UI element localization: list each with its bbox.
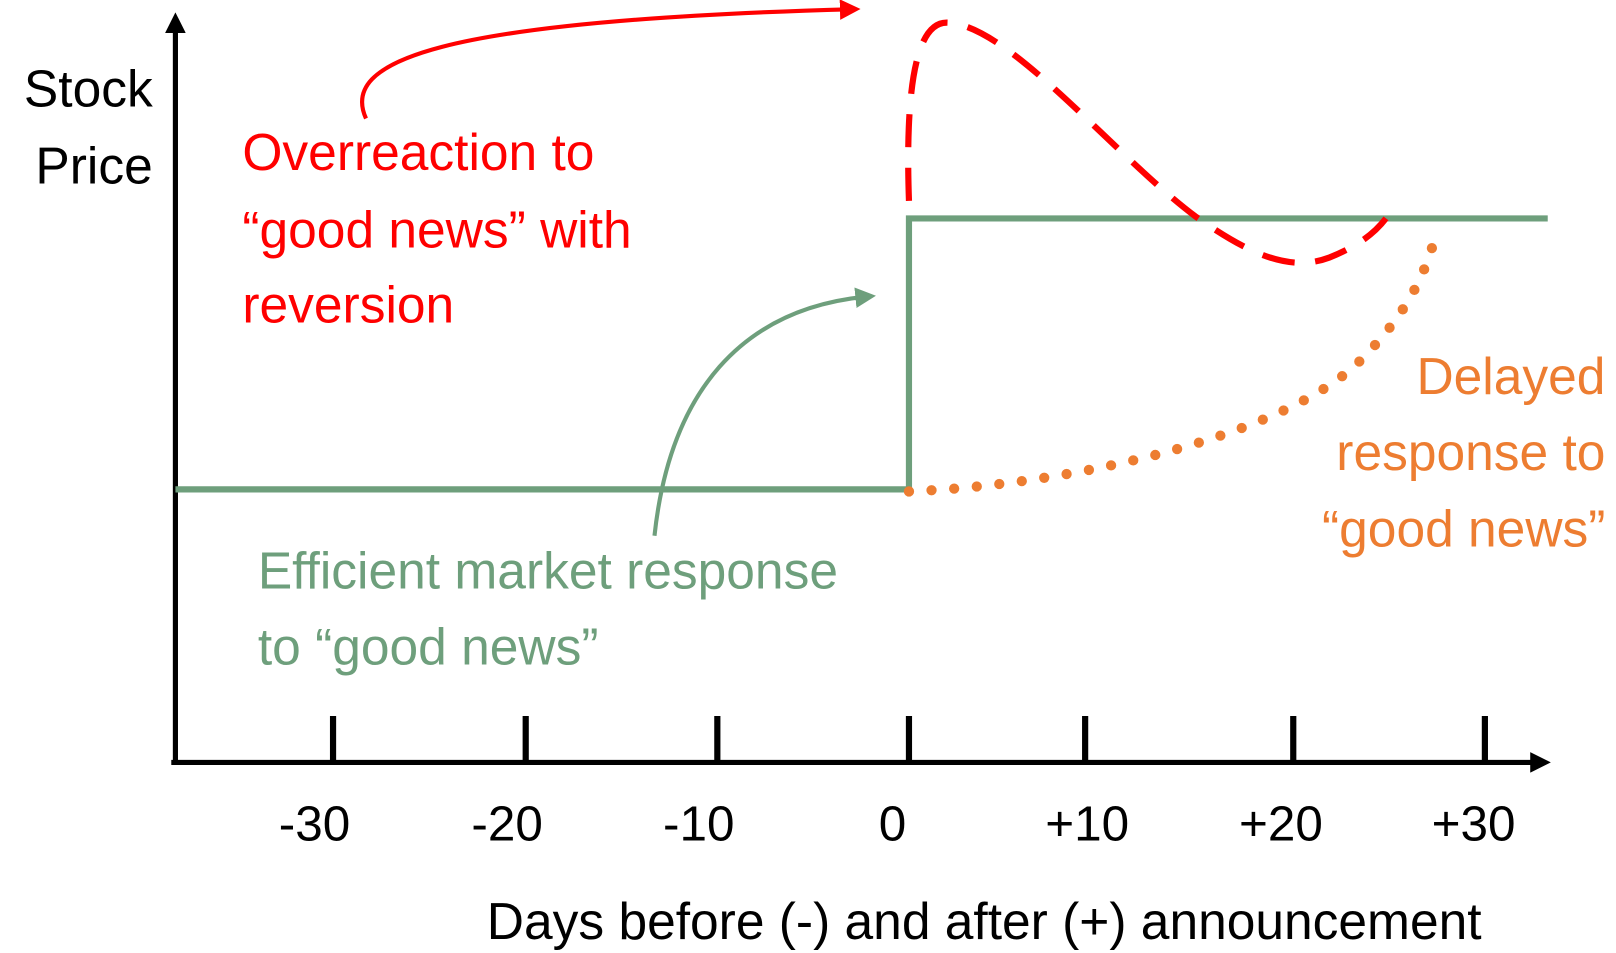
efficient-label: Efficient market response [258, 542, 838, 600]
x-tick-label: +20 [1239, 796, 1323, 851]
delayed-label: response to [1336, 423, 1605, 481]
tick-marks [329, 716, 1488, 763]
x-tick-label: 0 [879, 796, 907, 851]
delayed-label: Delayed [1416, 347, 1605, 405]
overreaction-label: “good news” with [242, 200, 631, 258]
efficient-arrow [652, 287, 876, 536]
efficient-label: to “good news” [258, 618, 599, 676]
delayed-label: “good news” [1322, 499, 1605, 557]
x-axis-label: Days before (-) and after (+) announceme… [487, 892, 1482, 950]
x-tick-label: +30 [1432, 796, 1516, 851]
x-tick-label: -20 [471, 796, 542, 851]
x-tick-label: -10 [663, 796, 734, 851]
delayed-curve [903, 223, 1443, 497]
x-tick-label: +10 [1045, 796, 1129, 851]
overreaction-label: reversion [242, 276, 454, 334]
x-tick-label: -30 [279, 796, 350, 851]
overreaction-arrow [360, 0, 861, 120]
overreaction-label: Overreaction to [242, 123, 594, 181]
efficient-line [175, 215, 1548, 493]
y-axis-label: Stock [24, 59, 153, 117]
y-axis-label: Price [35, 137, 152, 195]
overreaction-curve [905, 19, 1389, 266]
